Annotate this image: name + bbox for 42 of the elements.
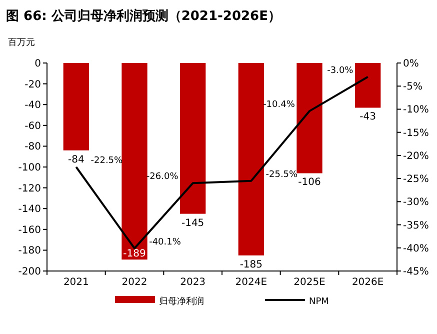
y-tick-label: -120 — [18, 183, 41, 194]
data-label: -43 — [360, 112, 376, 123]
y2-tick-label: -15% — [403, 128, 429, 139]
x-tick-label: 2026E — [352, 277, 384, 288]
y-tick-label: -20 — [24, 79, 41, 90]
y2-tick-label: -40% — [403, 243, 429, 254]
data-label: -40.1% — [149, 237, 182, 248]
y2-tick-label: -45% — [403, 266, 429, 278]
y2-tick-label: -10% — [403, 104, 429, 116]
x-tick-label: 2022 — [122, 277, 148, 288]
y-tick-label: -140 — [18, 204, 41, 216]
y-axis-title: 百万元 — [8, 37, 35, 48]
data-label: -106 — [298, 177, 321, 188]
data-label: -25.5% — [266, 170, 298, 180]
y-tick-label: -200 — [18, 266, 41, 278]
y-tick-label: -160 — [18, 224, 41, 236]
data-label: -185 — [240, 259, 263, 270]
chart-title: 图 66: 公司归母净利润预测（2021-2026E） — [6, 8, 281, 24]
data-label: -3.0% — [327, 66, 354, 76]
x-tick-label: 2021 — [63, 277, 89, 288]
y-tick-label: 0 — [34, 58, 41, 70]
data-label: -145 — [181, 218, 204, 229]
data-label: -189 — [123, 248, 146, 260]
legend-item: NPM — [265, 297, 329, 307]
legend-label: NPM — [309, 297, 329, 307]
y-tick-label: -180 — [18, 246, 41, 257]
x-tick-label: 2023 — [180, 277, 206, 288]
y2-tick-label: -25% — [403, 174, 429, 186]
y2-tick-label: -20% — [403, 150, 429, 162]
y-tick-label: -60 — [24, 120, 41, 132]
y2-tick-label: -30% — [403, 197, 429, 208]
data-label: -84 — [68, 154, 84, 166]
y-tick-label: -40 — [24, 100, 41, 112]
legend-item: 归母净利润 — [115, 296, 204, 307]
y2-tick-label: -35% — [403, 220, 429, 232]
y-tick-label: -80 — [24, 142, 41, 153]
y2-tick-label: -5% — [403, 82, 422, 93]
y2-tick-label: 0% — [403, 58, 419, 70]
y-tick-label: -100 — [18, 162, 41, 174]
legend-label: 归母净利润 — [159, 296, 204, 307]
x-tick-label: 2025E — [294, 277, 326, 288]
x-tick-label: 2024E — [235, 277, 268, 288]
